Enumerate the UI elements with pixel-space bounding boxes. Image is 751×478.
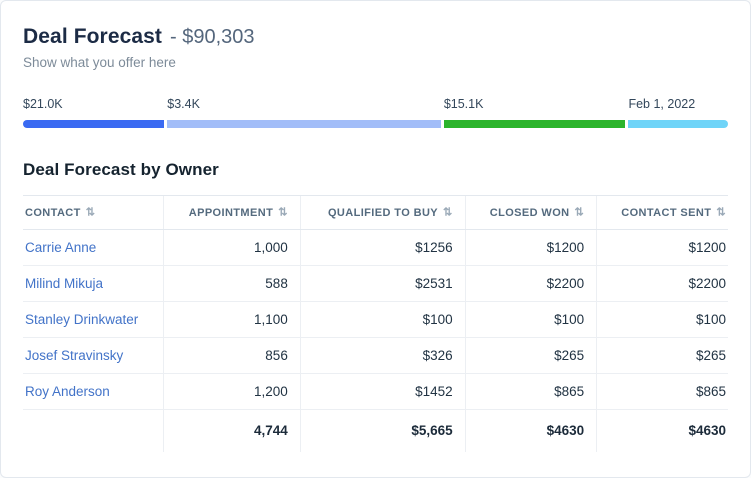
totals-closed-won: $4630 bbox=[464, 409, 597, 452]
qualified-cell: $100 bbox=[299, 301, 466, 338]
forecast-amount: - $90,303 bbox=[170, 26, 255, 48]
qualified-cell: $2531 bbox=[299, 265, 466, 302]
forecast-bar-track bbox=[23, 120, 728, 128]
appointment-cell: 1,000 bbox=[163, 229, 301, 266]
totals-qualified: $5,665 bbox=[299, 409, 466, 452]
column-header-qualified-to-buy[interactable]: QUALIFIED TO BUY ⇅ bbox=[299, 195, 466, 230]
totals-contact-sent: $4630 bbox=[596, 409, 728, 452]
qualified-cell: $1452 bbox=[299, 373, 466, 410]
page-title: Deal Forecast bbox=[23, 25, 163, 48]
table-row: Josef Stravinsky 856 $326 $265 $265 bbox=[23, 337, 728, 374]
closed-won-cell: $2200 bbox=[464, 265, 597, 302]
column-label: CONTACT bbox=[25, 207, 81, 219]
bar-label-date: Feb 1, 2022 bbox=[628, 97, 696, 111]
contact-link[interactable]: Stanley Drinkwater bbox=[25, 312, 139, 327]
closed-won-cell: $1200 bbox=[464, 229, 597, 266]
table-row: Carrie Anne 1,000 $1256 $1200 $1200 bbox=[23, 229, 728, 266]
bar-label-closed-won: $15.1K bbox=[443, 97, 484, 111]
column-label: APPOINTMENT bbox=[188, 207, 274, 219]
contact-link[interactable]: Carrie Anne bbox=[25, 240, 97, 255]
table-row: Stanley Drinkwater 1,100 $100 $100 $100 bbox=[23, 301, 728, 338]
contact-cell: Stanley Drinkwater bbox=[23, 301, 164, 338]
column-header-closed-won[interactable]: CLOSED WON ⇅ bbox=[464, 195, 597, 230]
bar-segment-green bbox=[443, 120, 626, 128]
contact-sent-cell: $265 bbox=[596, 337, 728, 374]
qualified-cell: $1256 bbox=[299, 229, 466, 266]
table-row: Roy Anderson 1,200 $1452 $865 $865 bbox=[23, 373, 728, 410]
contact-sent-cell: $865 bbox=[596, 373, 728, 410]
bar-segment-sky bbox=[628, 120, 728, 128]
contact-link[interactable]: Roy Anderson bbox=[25, 384, 110, 399]
closed-won-cell: $265 bbox=[464, 337, 597, 374]
contact-link[interactable]: Josef Stravinsky bbox=[25, 348, 124, 363]
appointment-cell: 856 bbox=[163, 337, 301, 374]
contact-cell: Roy Anderson bbox=[23, 373, 164, 410]
appointment-cell: 1,200 bbox=[163, 373, 301, 410]
column-header-appointment[interactable]: APPOINTMENT ⇅ bbox=[163, 195, 301, 230]
forecast-bar-labels: $21.0K $3.4K $15.1K Feb 1, 2022 bbox=[23, 97, 728, 111]
contact-link[interactable]: Milind Mikuja bbox=[25, 276, 104, 291]
totals-appointment: 4,744 bbox=[163, 409, 301, 452]
bar-label-appointment: $21.0K bbox=[23, 97, 63, 111]
closed-won-cell: $865 bbox=[464, 373, 597, 410]
deal-forecast-table: CONTACT ⇅ APPOINTMENT ⇅ QUALIFIED TO BUY ⇅ … bbox=[23, 195, 728, 452]
column-header-contact-sent[interactable]: CONTACT SENT ⇅ bbox=[596, 195, 728, 230]
forecast-bar: $21.0K $3.4K $15.1K Feb 1, 2022 bbox=[23, 97, 728, 128]
table-header-row: CONTACT ⇅ APPOINTMENT ⇅ QUALIFIED TO BUY ⇅ … bbox=[23, 195, 728, 230]
contact-sent-cell: $100 bbox=[596, 301, 728, 338]
appointment-cell: 1,100 bbox=[163, 301, 301, 338]
bar-segment-blue bbox=[23, 120, 165, 128]
column-label: CONTACT SENT bbox=[621, 207, 712, 219]
sort-icon[interactable]: ⇅ bbox=[716, 206, 726, 219]
contact-cell: Josef Stravinsky bbox=[23, 337, 164, 374]
qualified-cell: $326 bbox=[299, 337, 466, 374]
contact-cell: Milind Mikuja bbox=[23, 265, 164, 302]
column-label: QUALIFIED TO BUY bbox=[327, 207, 439, 219]
sort-icon[interactable]: ⇅ bbox=[278, 206, 288, 219]
closed-won-cell: $100 bbox=[464, 301, 597, 338]
contact-sent-cell: $1200 bbox=[596, 229, 728, 266]
column-header-contact[interactable]: CONTACT ⇅ bbox=[23, 195, 164, 230]
bar-segment-light-blue bbox=[167, 120, 441, 128]
contact-sent-cell: $2200 bbox=[596, 265, 728, 302]
table-title: Deal Forecast by Owner bbox=[23, 160, 219, 179]
sort-icon[interactable]: ⇅ bbox=[574, 206, 585, 219]
table-totals-row: 4,744 $5,665 $4630 $4630 bbox=[23, 409, 728, 453]
bar-label-qualified: $3.4K bbox=[167, 97, 200, 111]
appointment-cell: 588 bbox=[163, 265, 301, 302]
column-label: CLOSED WON bbox=[489, 207, 570, 219]
sort-icon[interactable]: ⇅ bbox=[85, 206, 96, 219]
card-header: Deal Forecast - $90,303 bbox=[23, 25, 728, 49]
card-subtitle: Show what you offer here bbox=[23, 55, 176, 70]
sort-icon[interactable]: ⇅ bbox=[443, 206, 453, 219]
totals-empty-cell bbox=[23, 410, 164, 453]
table-row: Milind Mikuja 588 $2531 $2200 $2200 bbox=[23, 265, 728, 302]
contact-cell: Carrie Anne bbox=[23, 229, 164, 266]
